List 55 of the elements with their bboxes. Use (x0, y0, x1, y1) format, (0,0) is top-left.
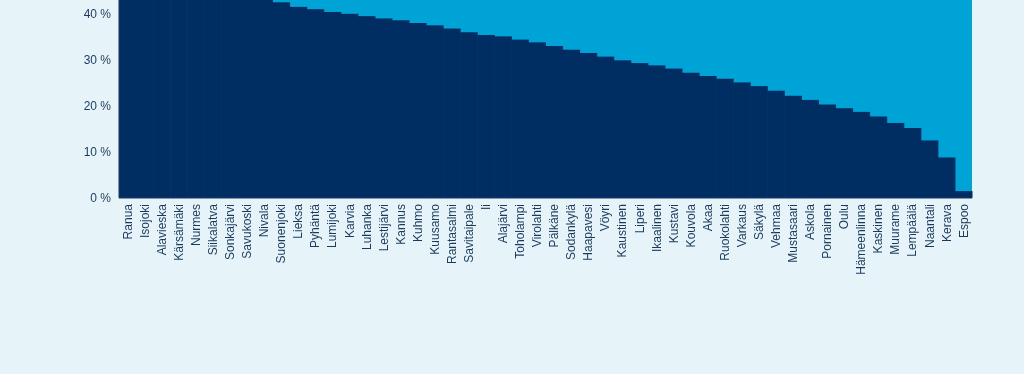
x-tick-label: Kerava (939, 203, 954, 243)
x-tick-label: Ranua (120, 203, 135, 240)
x-tick-label: Kuusamo (427, 203, 442, 255)
x-tick-label: Lieksa (291, 203, 306, 239)
x-tick-label: Ruokolahti (717, 204, 732, 261)
x-tick-label: Kärsämäki (171, 204, 186, 261)
x-tick-label: Nivala (257, 203, 272, 238)
y-tick-label: 30 % (83, 53, 112, 68)
x-tick-label: Hämeenlinna (854, 203, 869, 275)
x-tick-label: Kustavi (666, 204, 681, 244)
x-tick-label: Alajärvi (496, 204, 511, 244)
x-tick-label: Vehmaa (769, 203, 784, 249)
x-tick-label: Askola (803, 203, 818, 241)
y-tick-label: 10 % (83, 145, 112, 160)
y-tick-label: 20 % (83, 99, 112, 114)
x-tick-label: Karvia (342, 203, 357, 239)
y-tick-label: 0 % (90, 191, 112, 206)
x-tick-label: Oulu (837, 204, 852, 230)
x-tick-label: Naantali (922, 204, 937, 249)
x-tick-label: Alavieska (154, 203, 169, 256)
x-tick-label: Luhanka (359, 203, 374, 251)
x-tick-label: Savukoski (240, 204, 255, 259)
x-tick-label: Sodankylä (564, 203, 579, 261)
x-tick-label: Lestijärvi (376, 204, 391, 252)
x-tick-label: Lumijoki (325, 204, 340, 249)
x-tick-label: Kaustinen (615, 204, 630, 258)
x-tick-label: Siikalatva (206, 203, 221, 256)
x-tick-label: Akaa (700, 203, 715, 232)
x-tick-label: Pälkäne (547, 203, 562, 248)
x-tick-label: Pyhäntä (308, 203, 323, 249)
x-tick-label: Savitaipale (461, 203, 476, 263)
x-tick-label: Pornainen (820, 204, 835, 259)
x-tick-label: Haapavesi (581, 204, 596, 261)
x-tick-label: Nurmes (188, 204, 203, 247)
x-tick-label: Suonenjoki (274, 204, 289, 264)
x-tick-label: Kuhmo (410, 203, 425, 243)
x-tick-label: Mustasaari (786, 204, 801, 263)
x-tick-label: Rantasalmi (444, 204, 459, 265)
x-tick-label: Sonkajärvi (223, 204, 238, 261)
x-tick-label: Virolahti (530, 204, 545, 248)
x-tick-label: Isojoki (137, 204, 152, 239)
x-tick-label: Kannus (393, 204, 408, 245)
y-tick-label: 40 % (83, 7, 112, 22)
x-tick-label: Vöyri (598, 204, 613, 232)
x-tick-label: Muurame (888, 203, 903, 255)
x-tick-label: Säkylä (751, 203, 766, 241)
x-tick-label: Ikaalinen (649, 204, 664, 253)
x-tick-label: Espoo (956, 203, 971, 239)
x-tick-label: Kouvola (683, 203, 698, 248)
x-tick-label: Varkaus (734, 204, 749, 248)
x-tick-label: Lempäälä (905, 203, 920, 257)
x-tick-label: Toholampi (513, 204, 528, 259)
x-tick-label: Liperi (632, 204, 647, 234)
x-tick-label: Ii (478, 204, 493, 210)
x-tick-label: Kaskinen (871, 204, 886, 254)
